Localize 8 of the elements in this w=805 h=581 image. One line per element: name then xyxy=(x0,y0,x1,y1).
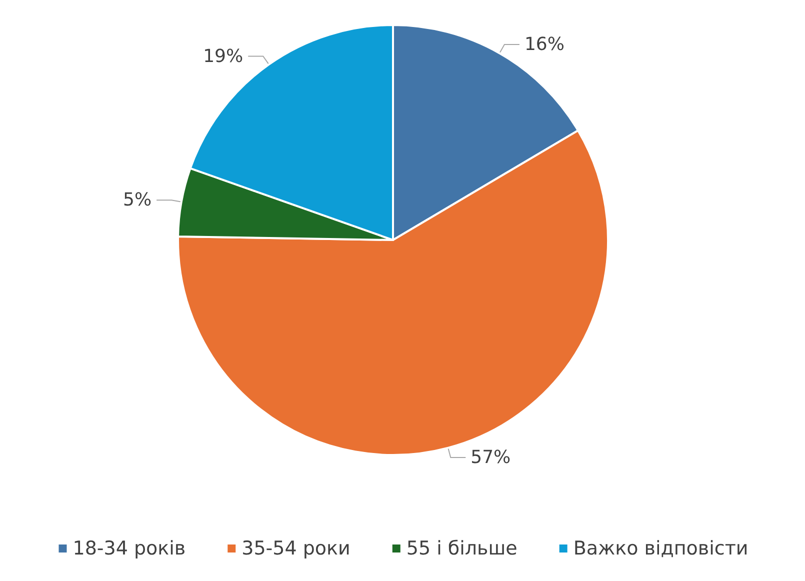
legend-label: 18-34 років xyxy=(72,538,186,560)
data-label: 57% xyxy=(470,446,511,468)
data-label: 19% xyxy=(203,46,244,67)
legend-label: 35-54 роки xyxy=(242,538,350,560)
legend-label: 55 і більше xyxy=(406,538,518,560)
data-label: 16% xyxy=(524,34,564,56)
data-label: 5% xyxy=(123,190,152,211)
legend-label: Важко відповісти xyxy=(573,538,748,560)
